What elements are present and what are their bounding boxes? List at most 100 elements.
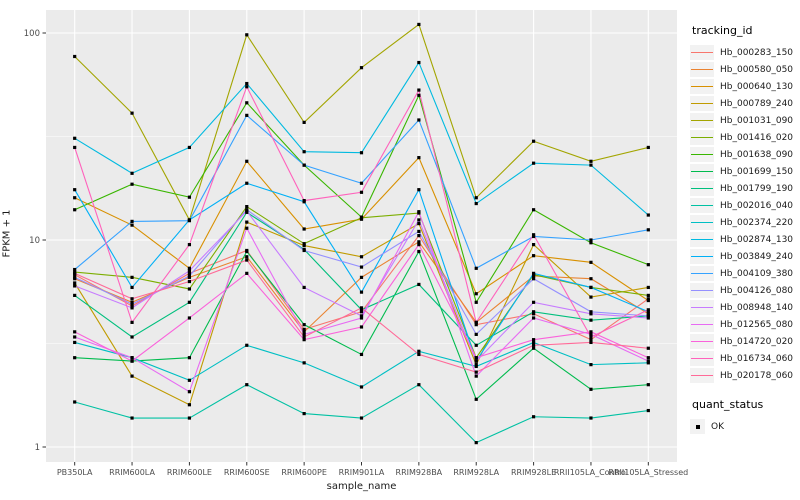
plot-canvas: 1 10 100 PB350LA RRIM600LA RRIM600LE RRIM600SE… xyxy=(24,10,688,477)
data-point xyxy=(589,310,593,314)
data-point xyxy=(130,335,134,339)
data-point xyxy=(73,54,77,59)
x-tick-label: RRIM600LE xyxy=(167,468,212,477)
data-point xyxy=(474,323,478,327)
data-point xyxy=(359,385,364,389)
data-point xyxy=(474,196,478,200)
data-point xyxy=(130,300,134,304)
x-tick-label: RRII105LA_Stressed xyxy=(608,468,688,477)
data-point xyxy=(245,209,249,213)
data-point xyxy=(130,111,134,115)
data-point xyxy=(417,352,421,357)
data-point xyxy=(187,279,192,284)
legend-item-label: Hb_001799_190 xyxy=(720,183,794,194)
data-point xyxy=(646,356,650,360)
data-point xyxy=(245,85,249,89)
legend-item-Hb_003849_240: Hb_003849_240 xyxy=(690,248,798,265)
data-point xyxy=(531,254,536,258)
data-point xyxy=(359,215,364,219)
data-point xyxy=(531,312,536,316)
data-point xyxy=(417,218,421,222)
x-axis-title: sample_name xyxy=(326,481,397,492)
legend-item-label: Hb_020178_060 xyxy=(720,370,794,381)
data-point xyxy=(417,156,421,160)
data-point xyxy=(187,390,192,394)
legend-item-Hb_000580_050: Hb_000580_050 xyxy=(690,61,798,78)
legend-item-Hb_001416_020: Hb_001416_020 xyxy=(690,129,798,146)
data-point xyxy=(302,242,306,246)
data-point xyxy=(245,343,249,347)
data-point xyxy=(417,22,421,27)
legend-line-swatch-icon xyxy=(690,283,714,298)
legend-item-Hb_008948_140: Hb_008948_140 xyxy=(690,299,798,316)
legend-line-swatch-icon xyxy=(690,351,714,366)
data-point xyxy=(646,314,650,318)
legend-item-Hb_001799_190: Hb_001799_190 xyxy=(690,180,798,197)
legend-item-Hb_012565_080: Hb_012565_080 xyxy=(690,316,798,333)
data-point xyxy=(359,306,364,310)
data-point xyxy=(417,282,421,287)
data-point xyxy=(130,416,134,420)
legend-item-Hb_020178_060: Hb_020178_060 xyxy=(690,367,798,384)
legend-item-Hb_004126_080: Hb_004126_080 xyxy=(690,282,798,299)
data-point xyxy=(589,363,593,367)
data-point xyxy=(646,308,650,312)
data-point xyxy=(474,370,478,374)
data-point xyxy=(359,316,364,320)
data-point xyxy=(302,323,306,327)
legend-line-swatch-icon xyxy=(690,232,714,247)
legend-line-swatch-icon xyxy=(690,62,714,77)
data-point xyxy=(302,285,306,290)
data-point xyxy=(359,255,364,259)
y-tick-label: 100 xyxy=(24,29,40,39)
y-axis-title: FPKM + 1 xyxy=(1,209,13,258)
data-point xyxy=(245,33,249,37)
legend-item-label: Hb_001699_150 xyxy=(720,166,794,177)
data-point xyxy=(531,343,536,347)
data-point xyxy=(302,248,306,253)
data-point xyxy=(359,66,364,70)
data-point xyxy=(417,229,421,234)
data-point xyxy=(245,81,249,86)
data-point xyxy=(245,159,249,163)
data-point xyxy=(245,101,249,105)
legend-line-swatch-icon xyxy=(690,317,714,332)
data-point xyxy=(187,287,192,291)
legend-line-swatch-icon xyxy=(690,96,714,111)
data-point xyxy=(302,411,306,416)
data-point xyxy=(417,60,421,65)
data-point xyxy=(359,290,364,294)
legend-item-Hb_001638_090: Hb_001638_090 xyxy=(690,146,798,163)
data-point xyxy=(589,285,593,290)
data-point xyxy=(417,93,421,97)
data-point xyxy=(130,171,134,175)
data-point xyxy=(73,330,77,334)
data-point xyxy=(302,227,306,231)
data-point xyxy=(130,285,134,290)
data-point xyxy=(589,330,593,334)
data-point xyxy=(646,263,650,267)
legend-line-swatch-icon xyxy=(690,164,714,179)
data-point xyxy=(73,136,77,140)
data-point xyxy=(474,292,478,296)
data-point xyxy=(531,346,536,350)
data-point xyxy=(417,249,421,254)
legend-line-swatch-icon xyxy=(690,45,714,60)
data-point xyxy=(245,255,249,259)
legend-line-swatch-icon xyxy=(690,198,714,213)
x-tick-label: RRIM928BA xyxy=(396,468,443,477)
x-tick-label: RRIM901LA xyxy=(339,468,385,477)
data-point xyxy=(130,275,134,279)
legend-item-Hb_001699_150: Hb_001699_150 xyxy=(690,163,798,180)
data-point xyxy=(187,416,192,420)
data-point xyxy=(130,320,134,324)
data-point xyxy=(302,330,306,334)
data-point xyxy=(646,293,650,297)
data-point xyxy=(359,151,364,155)
data-point xyxy=(73,340,77,345)
data-point xyxy=(589,387,593,391)
data-point xyxy=(417,118,421,122)
data-point xyxy=(417,349,421,353)
data-point xyxy=(187,316,192,320)
data-point xyxy=(245,271,249,275)
